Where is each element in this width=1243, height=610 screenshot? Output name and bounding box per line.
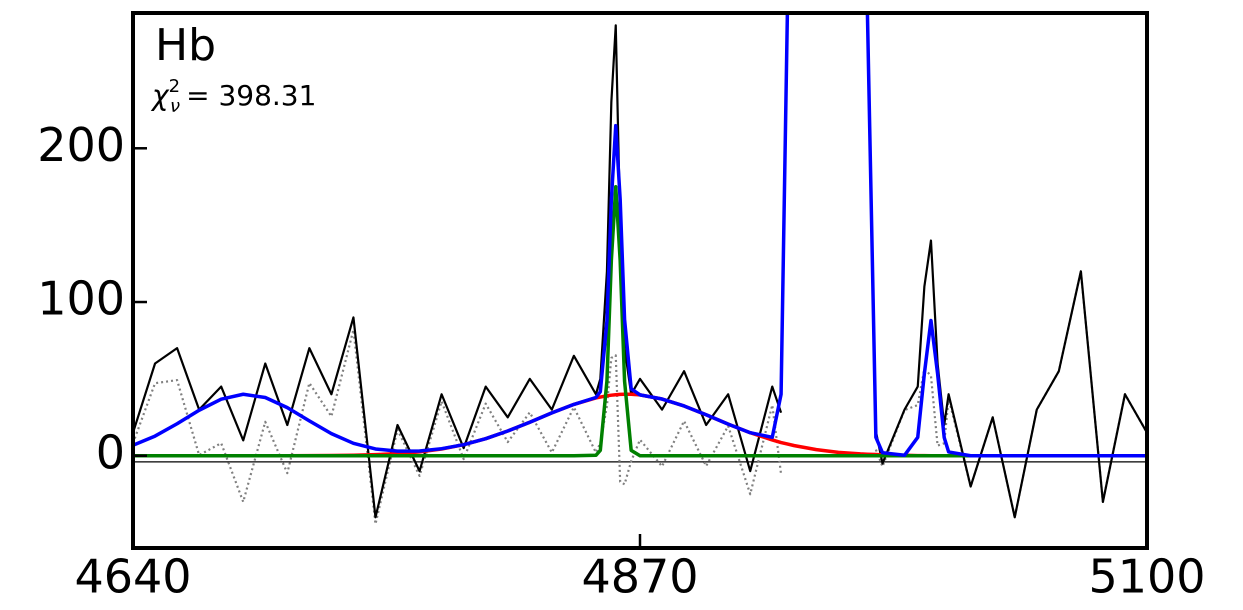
- x-tick-label: 4640: [74, 550, 191, 604]
- chi-value: = 398.31: [186, 79, 316, 112]
- chart-title: Hb: [155, 20, 216, 71]
- series-line: [133, 184, 1147, 458]
- x-tick-label: 4870: [581, 550, 698, 604]
- series-line: [133, 24, 1147, 519]
- x-tick-label: 5100: [1088, 550, 1205, 604]
- chi-symbol: χ: [150, 79, 170, 112]
- series-line: [133, 13, 1147, 458]
- y-tick-label: 200: [37, 118, 125, 172]
- y-tick-label: 100: [37, 272, 125, 326]
- chi-sub: ν: [170, 96, 180, 117]
- plot-lines: [133, 13, 1147, 526]
- chi-annotation: χ2 ν = 398.31: [150, 76, 316, 117]
- chi-sup: 2: [169, 76, 180, 97]
- y-tick-label: 0: [96, 425, 125, 479]
- series-line: [133, 270, 1147, 526]
